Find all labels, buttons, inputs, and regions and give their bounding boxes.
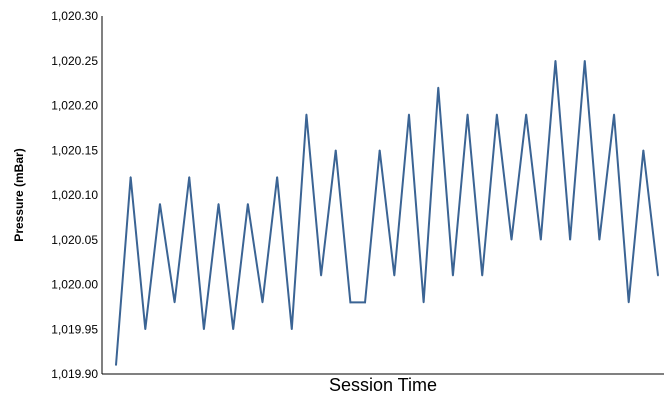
- data-point: [378, 149, 381, 152]
- data-point: [115, 364, 117, 366]
- data-point: [173, 301, 176, 304]
- data-point: [320, 274, 322, 277]
- data-point: [540, 238, 542, 241]
- data-point: [598, 238, 601, 241]
- data-point: [349, 301, 352, 304]
- data-point: [217, 203, 220, 205]
- data-point: [364, 301, 366, 304]
- data-point: [569, 238, 571, 241]
- y-tick-label: 1,020.20: [51, 99, 98, 113]
- data-point: [657, 274, 659, 277]
- y-tick-labels: 1,019.90 1,019.95 1,020.00 1,020.05 1,020.10…: [51, 9, 98, 381]
- data-point: [305, 113, 308, 116]
- y-tick-label: 1,020.25: [51, 54, 98, 68]
- data-point: [422, 301, 425, 304]
- y-tick-label: 1,020.15: [51, 143, 98, 157]
- x-axis-label: Session Time: [329, 375, 437, 395]
- data-point: [554, 59, 557, 62]
- data-point: [496, 113, 498, 116]
- data-point: [144, 328, 147, 331]
- data-point: [334, 149, 337, 152]
- data-point: [642, 149, 645, 152]
- y-tick-label: 1,020.05: [51, 233, 98, 247]
- data-point: [247, 203, 249, 205]
- data-point: [627, 301, 630, 304]
- data-point: [393, 274, 396, 277]
- data-point: [466, 113, 469, 116]
- data-point: [129, 176, 132, 178]
- data-point: [437, 86, 440, 89]
- y-tick-label: 1,020.00: [51, 278, 98, 292]
- data-points: [115, 59, 659, 366]
- y-axis-label: Pressure (mBar): [12, 148, 26, 241]
- data-point: [613, 113, 615, 116]
- data-point: [232, 328, 234, 331]
- data-point: [510, 238, 513, 241]
- data-point: [261, 301, 264, 304]
- data-point: [481, 274, 484, 277]
- y-tick-label: 1,020.30: [51, 9, 98, 23]
- data-point: [408, 113, 410, 116]
- data-point: [452, 274, 454, 277]
- data-point: [276, 176, 278, 178]
- y-tick-label: 1,020.10: [51, 188, 98, 202]
- y-tick-label: 1,019.90: [51, 367, 98, 381]
- data-point: [188, 176, 191, 178]
- data-point: [583, 59, 586, 62]
- data-point: [203, 328, 205, 331]
- data-point: [290, 328, 293, 331]
- data-point: [159, 203, 161, 205]
- y-tick-label: 1,019.95: [51, 322, 98, 336]
- pressure-series-line: [115, 60, 659, 366]
- data-point: [525, 113, 527, 116]
